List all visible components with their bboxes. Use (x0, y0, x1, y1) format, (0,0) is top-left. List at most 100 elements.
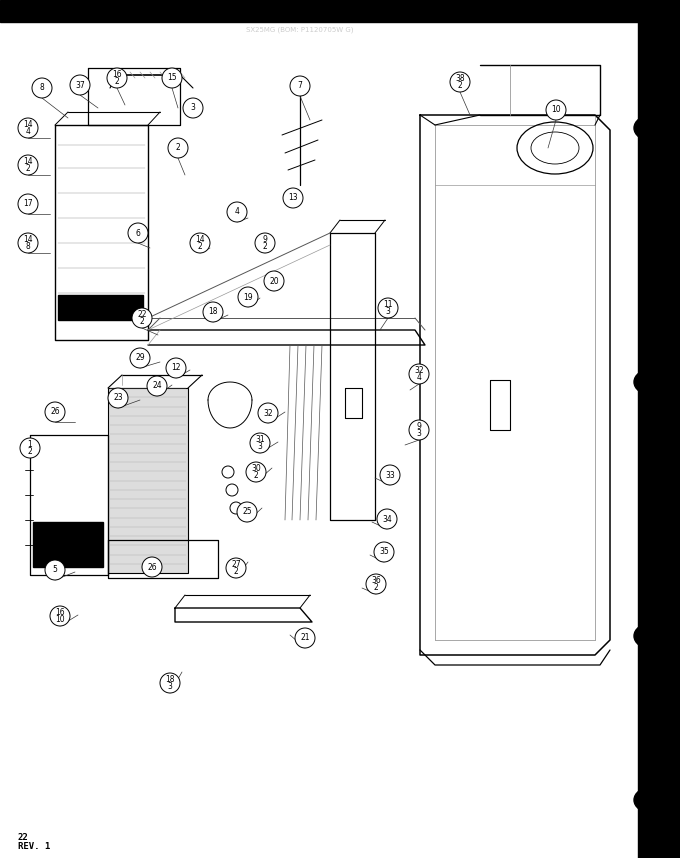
Text: 6: 6 (135, 228, 141, 238)
Text: 15: 15 (167, 74, 177, 82)
Text: 17: 17 (23, 200, 33, 208)
Circle shape (237, 502, 257, 522)
Text: 36
2: 36 2 (371, 576, 381, 593)
Text: 21: 21 (301, 633, 310, 643)
Text: 12: 12 (171, 364, 181, 372)
Circle shape (238, 287, 258, 307)
Text: 31
3: 31 3 (255, 434, 265, 451)
Text: 37: 37 (75, 81, 85, 89)
Text: 30
2: 30 2 (251, 463, 261, 480)
Bar (58, 295, 143, 320)
Circle shape (227, 202, 247, 222)
Text: 26: 26 (147, 563, 157, 571)
Circle shape (283, 188, 303, 208)
Text: 38
2: 38 2 (455, 74, 465, 90)
Circle shape (130, 348, 150, 368)
Text: 4: 4 (235, 208, 239, 216)
Circle shape (378, 298, 398, 318)
Text: 20: 20 (269, 276, 279, 286)
Text: 32: 32 (263, 408, 273, 418)
Text: 22
REV. 1: 22 REV. 1 (18, 833, 50, 851)
Circle shape (374, 542, 394, 562)
Text: 14
2: 14 2 (195, 234, 205, 251)
Circle shape (70, 75, 90, 95)
Circle shape (160, 673, 180, 693)
Circle shape (409, 364, 429, 384)
Text: 27
2: 27 2 (231, 559, 241, 577)
Circle shape (45, 560, 65, 580)
Circle shape (18, 233, 38, 253)
Text: 33: 33 (385, 470, 395, 480)
Circle shape (50, 606, 70, 626)
Circle shape (107, 68, 127, 88)
Text: 16
10: 16 10 (55, 607, 65, 625)
Text: 24: 24 (152, 382, 162, 390)
Text: 14
4: 14 4 (23, 119, 33, 136)
Text: 9
2: 9 2 (262, 234, 267, 251)
Ellipse shape (634, 623, 670, 649)
Text: 34: 34 (382, 515, 392, 523)
Text: 3: 3 (190, 104, 195, 112)
Circle shape (18, 118, 38, 138)
Circle shape (377, 509, 397, 529)
Text: 7: 7 (298, 82, 303, 90)
Circle shape (450, 72, 470, 92)
Bar (108, 388, 188, 573)
Circle shape (255, 233, 275, 253)
Circle shape (162, 68, 182, 88)
Circle shape (18, 194, 38, 214)
Text: 5: 5 (52, 565, 57, 575)
Ellipse shape (634, 369, 670, 395)
Circle shape (203, 302, 223, 322)
Circle shape (166, 358, 186, 378)
Circle shape (128, 223, 148, 243)
Circle shape (20, 438, 40, 458)
Circle shape (142, 557, 162, 577)
Bar (0, 0, 680, 22)
Circle shape (250, 433, 270, 453)
Circle shape (32, 78, 52, 98)
Bar (638, 0, 680, 858)
Circle shape (546, 100, 566, 120)
Circle shape (132, 308, 152, 328)
Ellipse shape (634, 787, 670, 813)
Text: 35: 35 (379, 547, 389, 557)
Bar (33, 522, 103, 567)
Text: 9
3: 9 3 (417, 421, 422, 438)
Circle shape (380, 465, 400, 485)
Text: 18
3: 18 3 (165, 674, 175, 692)
Ellipse shape (634, 115, 670, 141)
Text: 14
8: 14 8 (23, 234, 33, 251)
Text: 10: 10 (551, 106, 561, 114)
Text: 14
2: 14 2 (23, 156, 33, 173)
Circle shape (246, 462, 266, 482)
Circle shape (226, 558, 246, 578)
Text: 13: 13 (288, 194, 298, 202)
Text: 19: 19 (243, 293, 253, 301)
Circle shape (45, 402, 65, 422)
Text: 26: 26 (50, 408, 60, 416)
Text: 23: 23 (113, 394, 123, 402)
Circle shape (366, 574, 386, 594)
Text: 16
2: 16 2 (112, 69, 122, 87)
Circle shape (108, 388, 128, 408)
Circle shape (295, 628, 315, 648)
Circle shape (290, 76, 310, 96)
Circle shape (264, 271, 284, 291)
Text: 18: 18 (208, 307, 218, 317)
Circle shape (230, 502, 242, 514)
Text: 29: 29 (135, 353, 145, 362)
Circle shape (183, 98, 203, 118)
Circle shape (222, 466, 234, 478)
Text: 8: 8 (39, 83, 44, 93)
Circle shape (147, 376, 167, 396)
Text: 25: 25 (242, 507, 252, 517)
Circle shape (18, 155, 38, 175)
Text: 2: 2 (175, 143, 180, 153)
Circle shape (409, 420, 429, 440)
Text: 1
2: 1 2 (28, 439, 33, 456)
Text: 11
3: 11 3 (384, 299, 393, 317)
Text: 32
4: 32 4 (414, 366, 424, 383)
Text: 22
2: 22 2 (137, 310, 147, 327)
Circle shape (258, 403, 278, 423)
